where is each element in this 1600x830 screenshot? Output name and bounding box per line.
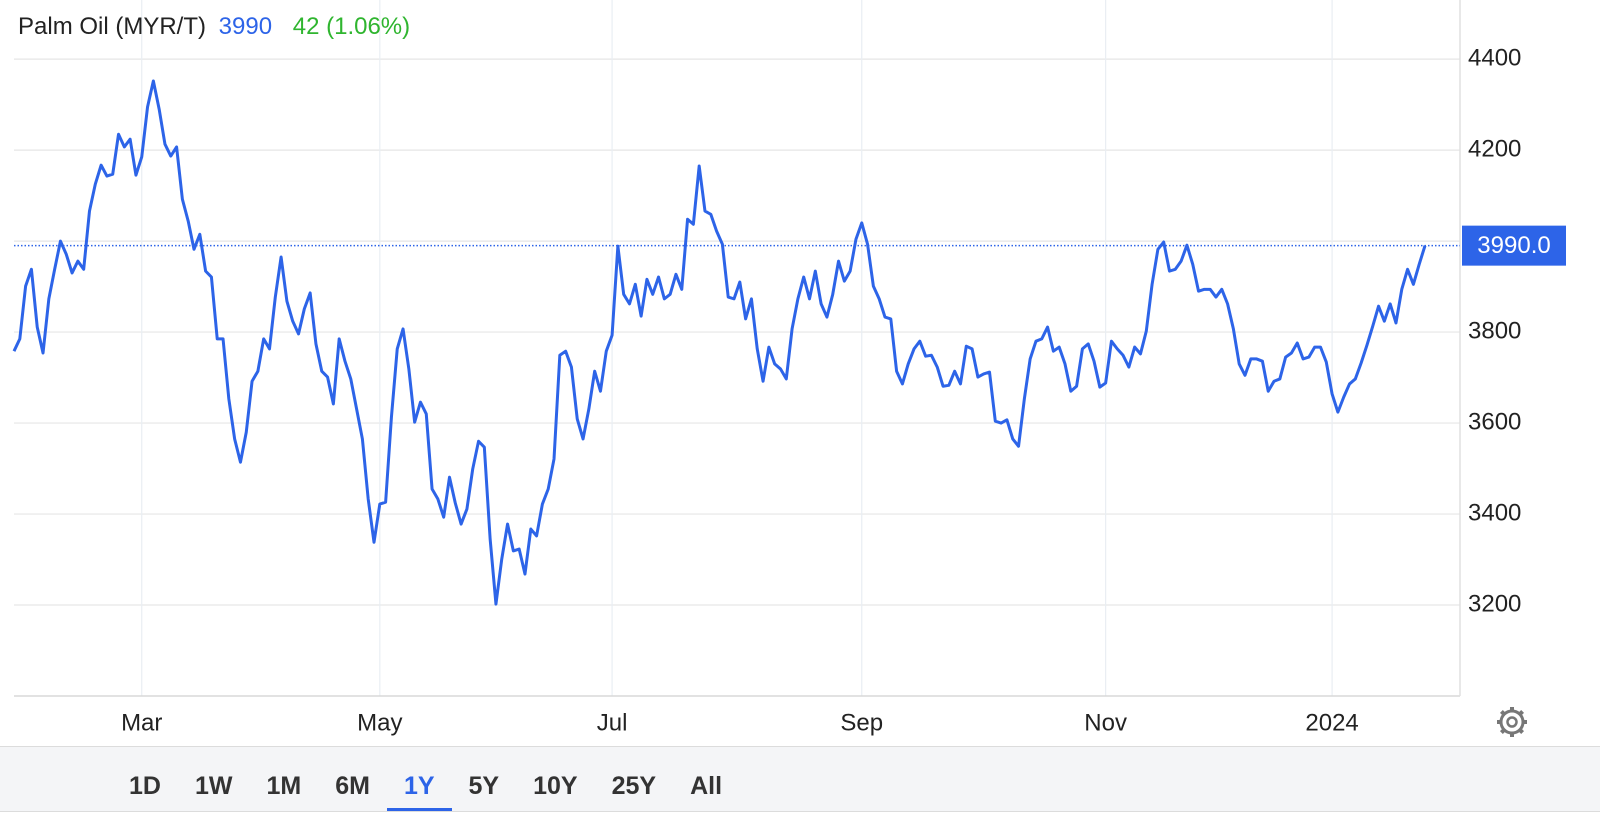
- price-change: 42 (1.06%): [293, 13, 410, 40]
- x-tick-label: 2024: [1305, 709, 1358, 736]
- range-button[interactable]: 1D: [129, 772, 161, 800]
- last-value-tag: [1462, 225, 1566, 266]
- range-button[interactable]: All: [690, 772, 723, 800]
- gear-hub[interactable]: [1506, 716, 1518, 728]
- y-tick-label: 4400: [1468, 44, 1521, 71]
- grid: [14, 0, 1460, 696]
- y-tick-label: 4200: [1468, 135, 1521, 162]
- range-button[interactable]: 1W: [194, 772, 233, 800]
- y-tick-label: 3600: [1468, 408, 1521, 435]
- gear-teeth[interactable]: [1497, 707, 1527, 737]
- x-tick-label: Nov: [1084, 709, 1127, 736]
- x-tick-label: Jul: [597, 709, 628, 736]
- range-button[interactable]: 25Y: [611, 772, 657, 800]
- chart-title: Palm Oil (MYR/T): [18, 13, 206, 40]
- range-button[interactable]: 1M: [266, 772, 302, 800]
- y-tick-label: 3800: [1468, 317, 1521, 344]
- x-tick-label: May: [357, 709, 402, 736]
- chart: Palm Oil (MYR/T) 3990 42 (1.06%) 3200 340…: [12, 0, 1566, 737]
- x-tick-label: Mar: [121, 709, 162, 736]
- y-tick-label: 3400: [1468, 499, 1521, 526]
- range-button[interactable]: 1Y: [386, 747, 452, 811]
- range-bar: 1D 1W 1M 6M 1Y 5Y 10Y 25Y All: [0, 746, 1600, 812]
- gear-ring[interactable]: [1499, 709, 1525, 735]
- x-tick-label: Sep: [840, 709, 883, 736]
- price: 3990: [219, 13, 272, 40]
- price-line: [12, 79, 1427, 606]
- chart-header: Palm Oil (MYR/T) 3990 42 (1.06%): [18, 13, 410, 40]
- range-button[interactable]: 10Y: [533, 772, 578, 800]
- last-value-label: 3990.0: [1477, 232, 1550, 259]
- range-buttons: 1D 1W 1M 6M 1Y 5Y 10Y 25Y All: [112, 747, 739, 811]
- settings-icon[interactable]: [1497, 707, 1527, 737]
- range-button[interactable]: 5Y: [468, 772, 500, 800]
- range-button[interactable]: 6M: [335, 772, 370, 800]
- y-tick-label: 3200: [1468, 590, 1521, 617]
